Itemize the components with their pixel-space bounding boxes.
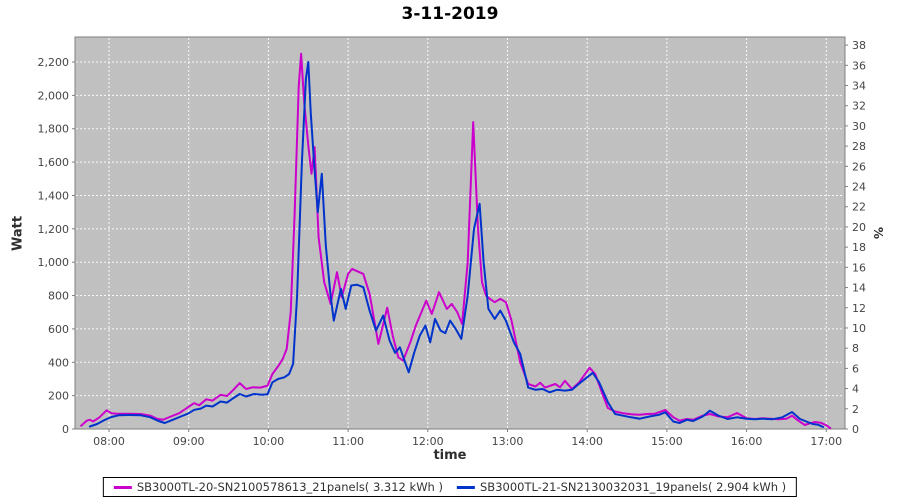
y-axis-right-title: % <box>871 226 885 240</box>
svg-text:14:00: 14:00 <box>571 435 603 448</box>
svg-text:34: 34 <box>852 79 866 92</box>
legend-label-series-1: SB3000TL-20-SN2100578613_21panels( 3.312… <box>136 480 443 494</box>
svg-text:28: 28 <box>852 140 866 153</box>
legend: SB3000TL-20-SN2100578613_21panels( 3.312… <box>102 477 798 497</box>
svg-text:15:00: 15:00 <box>651 435 683 448</box>
svg-text:12: 12 <box>852 302 866 315</box>
svg-text:16: 16 <box>852 261 866 274</box>
svg-text:16:00: 16:00 <box>731 435 763 448</box>
legend-item-series-1: SB3000TL-20-SN2100578613_21panels( 3.312… <box>113 480 443 494</box>
y-axis-left-title: Watt <box>10 215 26 252</box>
svg-text:14: 14 <box>852 282 866 295</box>
legend-item-series-2: SB3000TL-21-SN2130032031_19panels( 2.904… <box>457 480 786 494</box>
svg-text:6: 6 <box>852 362 859 375</box>
svg-text:2,000: 2,000 <box>38 89 70 102</box>
svg-text:09:00: 09:00 <box>173 435 205 448</box>
x-axis-title: time <box>433 448 467 463</box>
svg-text:26: 26 <box>852 160 866 173</box>
svg-text:11:00: 11:00 <box>332 435 364 448</box>
svg-text:1,600: 1,600 <box>38 156 70 169</box>
svg-text:17:00: 17:00 <box>810 435 842 448</box>
svg-text:1,200: 1,200 <box>38 223 70 236</box>
svg-text:08:00: 08:00 <box>93 435 125 448</box>
svg-text:2,200: 2,200 <box>38 56 70 69</box>
svg-text:18: 18 <box>852 241 866 254</box>
svg-text:36: 36 <box>852 59 866 72</box>
legend-line-icon-series-1 <box>113 485 132 489</box>
svg-text:0: 0 <box>62 423 69 436</box>
svg-text:400: 400 <box>48 356 69 369</box>
svg-text:0: 0 <box>852 423 859 436</box>
svg-text:800: 800 <box>48 290 69 303</box>
svg-text:10: 10 <box>852 322 866 335</box>
svg-text:4: 4 <box>852 383 859 396</box>
svg-text:8: 8 <box>852 342 859 355</box>
legend-label-series-2: SB3000TL-21-SN2130032031_19panels( 2.904… <box>480 480 787 494</box>
svg-text:22: 22 <box>852 201 866 214</box>
svg-text:38: 38 <box>852 39 866 52</box>
svg-text:200: 200 <box>48 390 69 403</box>
chart-title: 3-11-2019 <box>401 4 499 24</box>
svg-text:30: 30 <box>852 120 866 133</box>
svg-text:600: 600 <box>48 323 69 336</box>
svg-text:10:00: 10:00 <box>253 435 285 448</box>
svg-text:2: 2 <box>852 403 859 416</box>
svg-text:32: 32 <box>852 100 866 113</box>
svg-text:1,000: 1,000 <box>38 256 70 269</box>
svg-text:24: 24 <box>852 181 866 194</box>
svg-text:20: 20 <box>852 221 866 234</box>
svg-text:13:00: 13:00 <box>492 435 524 448</box>
svg-text:1,800: 1,800 <box>38 123 70 136</box>
legend-line-icon-series-2 <box>457 485 475 489</box>
svg-text:1,400: 1,400 <box>38 189 70 202</box>
svg-text:12:00: 12:00 <box>412 435 444 448</box>
